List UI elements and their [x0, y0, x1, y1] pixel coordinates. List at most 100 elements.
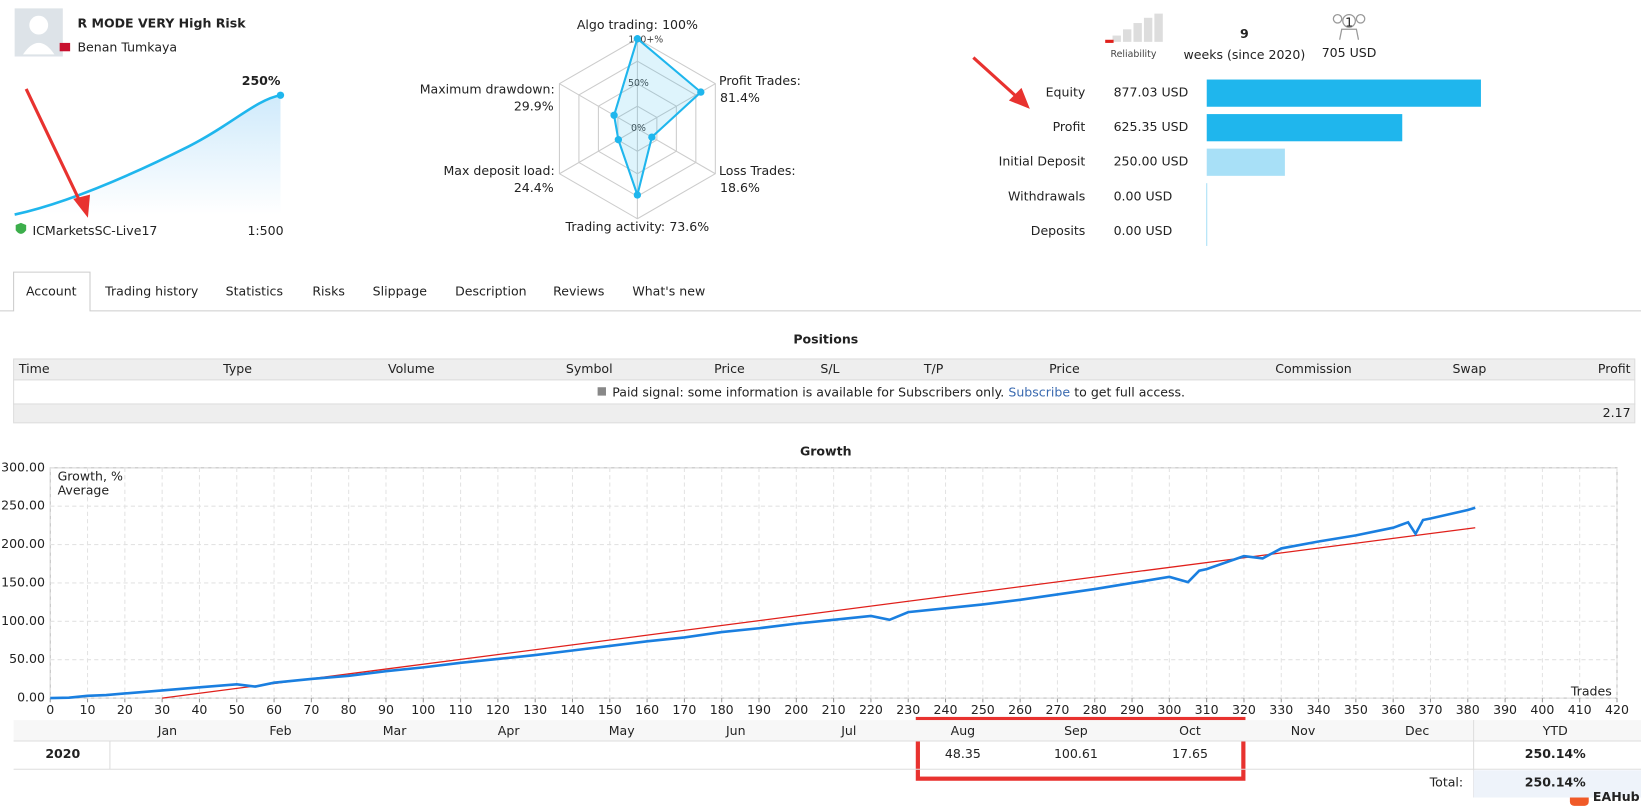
x-tick-label: 270 — [1045, 702, 1069, 717]
radar-axis-value: 29.9% — [514, 98, 554, 113]
flag — [59, 42, 71, 52]
month-header: May — [609, 723, 636, 738]
month-value: 100.61 — [1054, 746, 1098, 761]
radar-scale-label: 100+% — [628, 34, 663, 45]
notice-text: to get full access. — [1074, 384, 1185, 399]
column-header: S/L — [820, 361, 839, 376]
radar-area — [612, 36, 703, 199]
title: R MODE VERY High Risk — [77, 16, 246, 31]
total-cell — [1473, 770, 1641, 798]
radar-point — [648, 133, 656, 141]
tab[interactable]: Description — [455, 284, 526, 299]
positions-total: 2.17 — [1603, 405, 1631, 420]
x-tick-label: 200 — [784, 702, 808, 717]
tab[interactable]: Trading history — [104, 284, 199, 299]
x-tick-label: 410 — [1568, 702, 1592, 717]
radar-scale-label: 0% — [631, 123, 646, 134]
x-tick-label: 40 — [191, 702, 207, 717]
x-tick-label: 240 — [934, 702, 958, 717]
month-value: 48.35 — [945, 746, 981, 761]
radar-label: Algo trading: 100% — [577, 17, 698, 32]
radar-spoke — [559, 128, 638, 175]
tab[interactable]: Statistics — [226, 284, 283, 299]
month-header — [13, 720, 1641, 741]
month-value: 17.65 — [1172, 746, 1208, 761]
x-tick-label: 0 — [46, 702, 54, 717]
radar-axis-name: Algo trading: — [577, 17, 658, 32]
x-tick-label: 340 — [1307, 702, 1331, 717]
sparkline-area — [14, 95, 281, 215]
balance-label: Profit — [1053, 119, 1086, 134]
x-tick-label: 120 — [486, 702, 510, 717]
x-tick-label: 220 — [859, 702, 883, 717]
total-label: Total: — [1429, 774, 1464, 789]
x-tick-label: 150 — [598, 702, 622, 717]
x-tick-label: 320 — [1232, 702, 1256, 717]
weeks: 9 — [1240, 26, 1249, 41]
x-tick-label: 370 — [1419, 702, 1443, 717]
radar-axis-name: Max deposit load: — [443, 163, 554, 178]
x-tick-label: 210 — [822, 702, 846, 717]
radar-point — [697, 88, 705, 96]
reliability-label: Reliability — [1110, 49, 1156, 60]
tab[interactable]: Reviews — [553, 284, 604, 299]
y-tick-label: 300.00 — [1, 459, 45, 474]
y-tick-label: 150.00 — [1, 574, 45, 589]
radar-label: Trading activity: 73.6% — [565, 219, 710, 234]
month-header: Mar — [383, 723, 408, 738]
leverage: 1:500 — [247, 223, 283, 238]
x-tick-label: 20 — [117, 702, 133, 717]
x-tick-label: 30 — [154, 702, 170, 717]
table-row — [13, 379, 1636, 405]
ytd-header: YTD — [1542, 723, 1568, 738]
sparkline-dot — [276, 91, 285, 99]
year: 2020 — [45, 746, 80, 761]
funds: 705 USD — [1322, 45, 1377, 60]
balance-label: Withdrawals — [1008, 188, 1085, 203]
x-tick-label: 380 — [1456, 702, 1480, 717]
tab-active[interactable]: Account — [26, 284, 77, 299]
series-line — [162, 527, 1476, 699]
subscribers-icon — [1332, 14, 1366, 40]
x-tick-label: 390 — [1493, 702, 1517, 717]
month-header: Jul — [840, 723, 856, 738]
balance-label: Initial Deposit — [999, 154, 1086, 169]
x-tick-label: 360 — [1381, 702, 1405, 717]
month-header: Oct — [1179, 723, 1201, 738]
y-tick-label: 0.00 — [17, 690, 45, 705]
radar-axis-value: 24.4% — [514, 180, 554, 195]
x-tick-label: 60 — [266, 702, 282, 717]
x-tick-label: 90 — [378, 702, 394, 717]
radar-axis-value: 81.4% — [720, 90, 760, 105]
radar-axis-value: 73.6% — [669, 219, 709, 234]
annotations — [24, 56, 1246, 781]
x-tick-label: 70 — [303, 702, 319, 717]
month-header: Feb — [269, 723, 291, 738]
x-tick-label: 260 — [1008, 702, 1032, 717]
x-tick-label: 280 — [1083, 702, 1107, 717]
total-value: 250.14% — [1525, 774, 1586, 789]
x-tick-label: 290 — [1120, 702, 1144, 717]
balance-label: Deposits — [1031, 223, 1086, 238]
radar-axis-name: Profit Trades: — [719, 73, 801, 88]
x-tick-label: 130 — [523, 702, 547, 717]
radar-scale-label: 50% — [628, 78, 649, 89]
column-header: Time — [18, 361, 50, 376]
radar-spoke — [559, 83, 638, 130]
balance-bar — [1206, 114, 1403, 142]
subscribers: 1 — [1345, 15, 1353, 30]
tab[interactable]: What's new — [632, 284, 705, 299]
column-header: Price — [714, 361, 745, 376]
tab[interactable]: Slippage — [373, 284, 428, 299]
balance-label: Equity — [1046, 85, 1086, 100]
x-tick-label: 160 — [635, 702, 659, 717]
subscribe-link[interactable]: Subscribe — [1008, 384, 1070, 399]
sparkline — [14, 93, 281, 216]
lock-icon — [597, 387, 606, 396]
month-header: Aug — [951, 723, 976, 738]
balance-value: 250.00 USD — [1114, 154, 1189, 169]
x-tick-label: 50 — [229, 702, 245, 717]
tab[interactable]: Risks — [312, 284, 345, 299]
x-tick-label: 110 — [449, 702, 473, 717]
